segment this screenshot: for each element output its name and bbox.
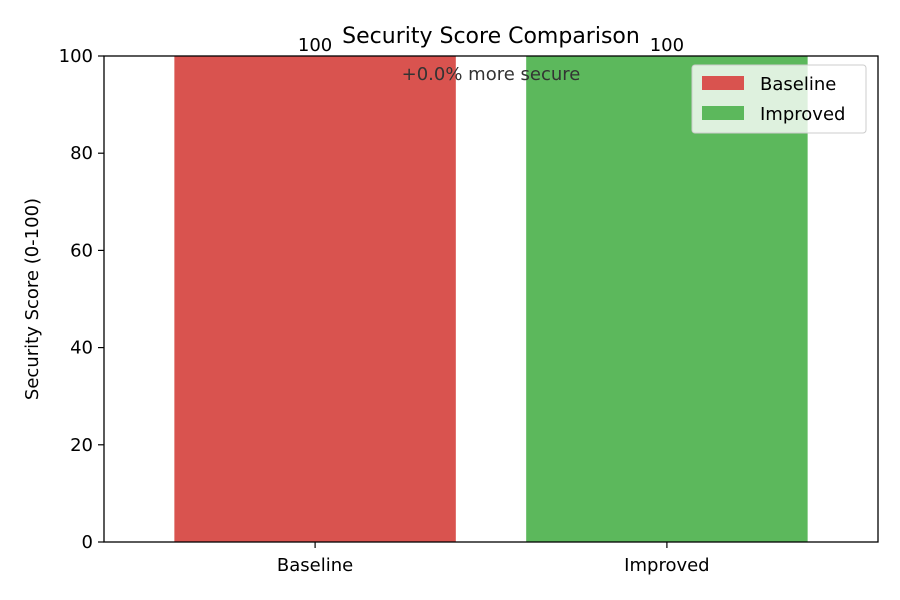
improvement-annotation: +0.0% more secure (402, 64, 581, 85)
bar-value-label-baseline: 100 (298, 35, 332, 56)
x-axis: Baseline Improved (277, 542, 710, 576)
x-tick-label-improved: Improved (624, 555, 709, 576)
bars-group (174, 56, 808, 542)
legend-swatch-improved (702, 106, 744, 120)
bar-value-label-improved: 100 (650, 35, 684, 56)
bar-labels-group: 100 100 (298, 35, 684, 56)
y-tick-label-20: 20 (70, 435, 93, 456)
legend-swatch-baseline (702, 76, 744, 90)
y-tick-label-60: 60 (70, 240, 93, 261)
plot-frame (103, 55, 879, 543)
bar-baseline (174, 56, 456, 542)
y-tick-label-40: 40 (70, 338, 93, 359)
bar-improved (526, 56, 808, 542)
legend-label-improved: Improved (760, 104, 845, 125)
y-tick-label-0: 0 (82, 532, 93, 553)
legend-label-baseline: Baseline (760, 74, 836, 95)
legend: Baseline Improved (691, 64, 867, 134)
y-tick-label-100: 100 (59, 46, 93, 67)
y-axis: 0 20 40 60 80 100 (59, 46, 104, 553)
x-tick-label-baseline: Baseline (277, 555, 353, 576)
y-axis-label: Security Score (0-100) (22, 198, 43, 400)
y-tick-label-80: 80 (70, 143, 93, 164)
chart-title: Security Score Comparison (342, 24, 640, 49)
